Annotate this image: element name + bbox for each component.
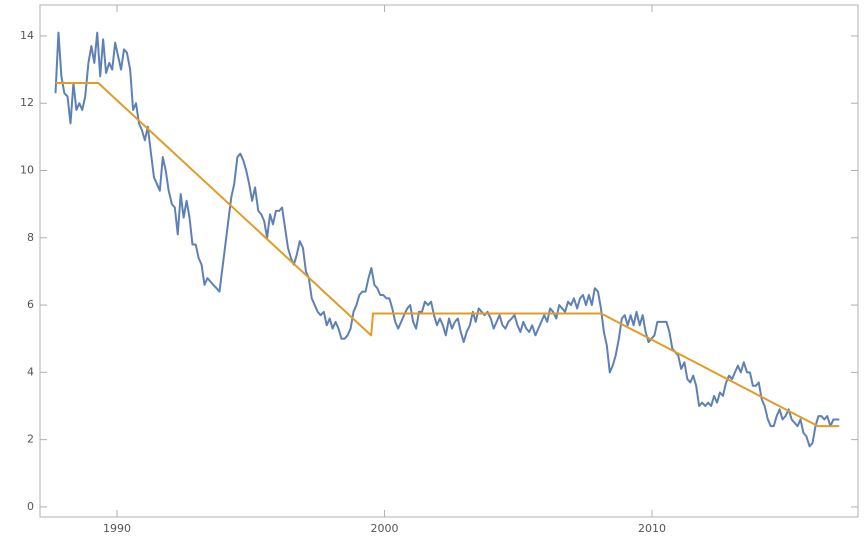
data-line bbox=[54, 31, 840, 448]
y-tick-label: 4 bbox=[27, 365, 34, 378]
y-tick-label: 0 bbox=[27, 500, 34, 513]
data-line bbox=[55, 82, 840, 428]
y-tick-label: 6 bbox=[27, 298, 34, 311]
plot-frame bbox=[39, 4, 859, 518]
y-tick-label: 14 bbox=[20, 29, 34, 42]
y-tick-label: 8 bbox=[27, 231, 34, 244]
y-tick-label: 2 bbox=[27, 433, 34, 446]
x-tick-label: 2010 bbox=[638, 522, 666, 535]
x-tick-label: 1990 bbox=[103, 522, 131, 535]
y-tick-label: 10 bbox=[20, 164, 34, 177]
x-tick-label: 2000 bbox=[371, 522, 399, 535]
y-tick-label: 12 bbox=[20, 96, 34, 109]
